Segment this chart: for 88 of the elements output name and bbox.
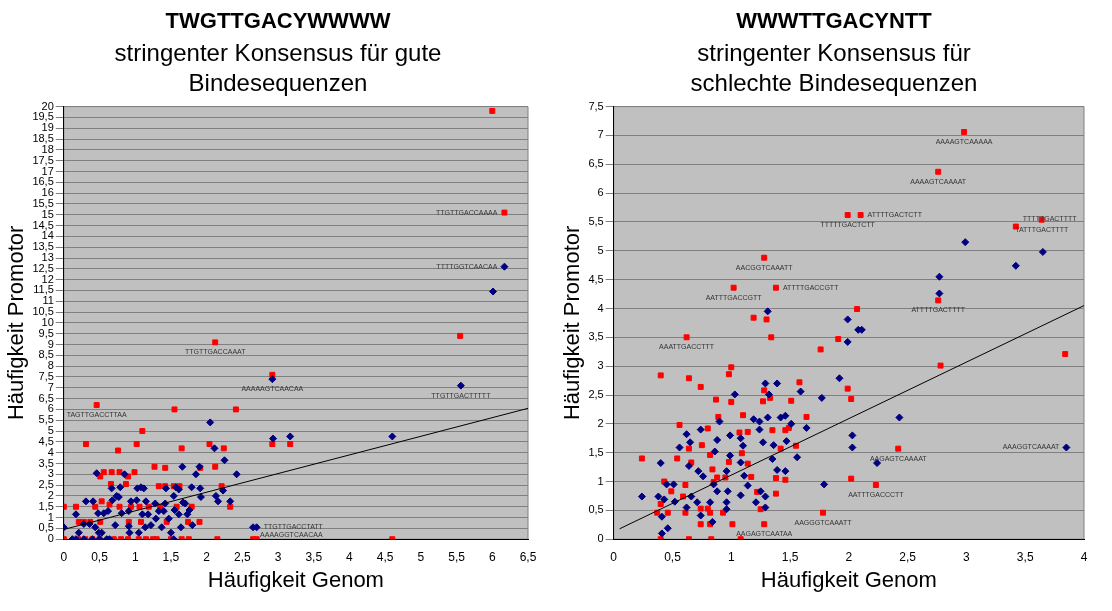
- y-axis-title: Häufigkeit Promotor: [559, 225, 585, 421]
- y-tick-label: 2,5: [38, 478, 54, 491]
- y-tick-label: 7,5: [588, 99, 604, 112]
- y-tick-label: 18: [41, 142, 54, 155]
- x-tick-label: 4,5: [376, 549, 394, 564]
- y-tick-label: 11: [42, 294, 54, 307]
- y-tick-label: 1: [47, 510, 54, 523]
- x-tick-label: 2: [845, 549, 853, 564]
- y-axis-title: Häufigkeit Promotor: [3, 225, 29, 421]
- y-tick-label: 2: [47, 488, 54, 501]
- y-tick-label: 0,5: [588, 503, 604, 516]
- chart-subtitle: stringenter Konsensus für gute Bindesequenzen: [113, 38, 443, 98]
- y-tick-label: 2: [597, 416, 604, 429]
- y-tick-label: 7: [47, 380, 54, 393]
- chart-title: WWWTTGACYNTT: [735, 8, 933, 34]
- y-tick-label: 8: [47, 359, 54, 372]
- y-tick-label: 7: [597, 128, 604, 141]
- x-tick-label: 3,5: [1016, 549, 1034, 564]
- y-tick-label: 17,5: [32, 153, 54, 166]
- x-tick-label: 4: [346, 549, 354, 564]
- y-tick-label: 14: [41, 229, 54, 242]
- y-tick-label: 19,5: [32, 110, 54, 123]
- x-tick-label: 4: [1080, 549, 1088, 564]
- y-tick-label: 6,5: [38, 391, 54, 404]
- y-tick-label: 4,5: [588, 272, 604, 285]
- y-tick-label: 12,5: [32, 261, 54, 274]
- y-tick-label: 9: [47, 337, 54, 350]
- y-tick-label: 2,5: [588, 388, 604, 401]
- y-tick-label: 4,5: [38, 434, 54, 447]
- y-tick-label: 6,5: [588, 157, 604, 170]
- y-tick-label: 15: [41, 207, 54, 220]
- chart-subtitle: stringenter Konsensus für schlechte Bindesequenzen: [689, 38, 979, 98]
- y-tick-label: 7,5: [38, 370, 54, 383]
- x-axis-title: Häufigkeit Genom: [760, 566, 937, 592]
- x-tick-label: 1: [727, 549, 735, 564]
- y-tick-label: 5,5: [588, 214, 604, 227]
- y-tick-label: 0,5: [38, 521, 54, 534]
- x-tick-label: 0,5: [91, 549, 109, 564]
- x-tick-label: 1,5: [162, 549, 180, 564]
- y-tick-label: 14,5: [32, 218, 54, 231]
- y-tick-label: 1: [597, 474, 604, 487]
- x-tick-label: 2,5: [234, 549, 252, 564]
- y-tick-label: 17: [41, 164, 54, 177]
- chart-title: TWGTTGACYWWWW: [164, 8, 392, 34]
- x-tick-label: 6: [488, 549, 496, 564]
- x-tick-label: 3,5: [305, 549, 323, 564]
- y-tick-label: 13,5: [32, 240, 54, 253]
- y-tick-label: 8,5: [38, 348, 54, 361]
- y-tick-label: 5: [47, 424, 54, 437]
- y-tick-label: 0: [597, 532, 604, 545]
- y-tick-label: 16: [41, 186, 54, 199]
- y-tick-label: 1,5: [588, 445, 604, 458]
- y-tick-label: 4: [597, 301, 604, 314]
- y-tick-label: 6: [47, 402, 54, 415]
- x-tick-label: 1: [131, 549, 139, 564]
- x-axis-title: Häufigkeit Genom: [207, 566, 384, 592]
- y-tick-label: 3: [597, 359, 604, 372]
- y-tick-label: 3: [47, 467, 54, 480]
- y-tick-label: 13: [41, 251, 54, 264]
- y-tick-label: 3,5: [588, 330, 604, 343]
- y-tick-label: 12: [41, 272, 54, 285]
- x-tick-label: 2: [203, 549, 211, 564]
- x-tick-label: 1,5: [781, 549, 799, 564]
- y-tick-label: 5: [597, 243, 604, 256]
- x-tick-label: 0: [610, 549, 618, 564]
- y-tick-label: 9,5: [38, 326, 54, 339]
- x-tick-label: 0: [60, 549, 68, 564]
- x-tick-label: 0,5: [664, 549, 682, 564]
- x-tick-label: 3: [963, 549, 971, 564]
- y-tick-label: 0: [47, 532, 54, 545]
- y-tick-label: 3,5: [38, 456, 54, 469]
- x-tick-label: 5: [417, 549, 425, 564]
- x-tick-label: 5,5: [448, 549, 466, 564]
- y-tick-label: 18,5: [32, 132, 54, 145]
- x-tick-label: 2,5: [899, 549, 917, 564]
- y-tick-label: 10,5: [32, 305, 54, 318]
- y-tick-label: 19: [41, 121, 54, 134]
- x-tick-label: 6,5: [519, 549, 537, 564]
- y-tick-label: 6: [597, 186, 604, 199]
- y-tick-label: 1,5: [38, 499, 54, 512]
- x-tick-label: 3: [274, 549, 282, 564]
- y-tick-label: 4: [47, 445, 54, 458]
- y-tick-label: 5,5: [38, 413, 54, 426]
- y-tick-label: 15,5: [32, 196, 54, 209]
- y-tick-label: 16,5: [32, 175, 54, 188]
- y-tick-label: 20: [41, 99, 54, 112]
- y-tick-label: 10: [41, 315, 54, 328]
- y-tick-label: 11,5: [33, 283, 54, 296]
